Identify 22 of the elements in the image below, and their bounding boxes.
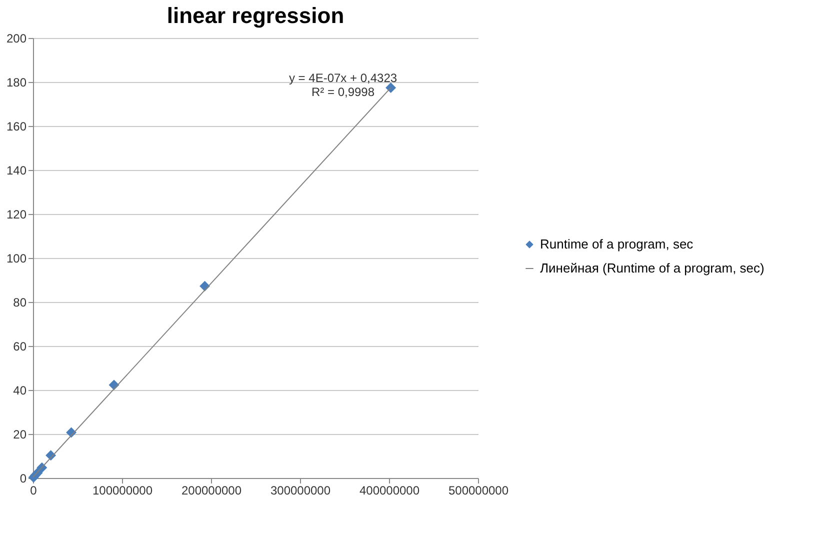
y-tick-label: 180 [6,76,27,90]
x-tick-label: 400000000 [359,484,420,498]
y-tick-label: 200 [6,32,27,46]
annotation: y = 4E-07x + 0,4323 [288,71,398,85]
y-tick-label: 140 [6,164,27,178]
legend-label: Runtime of a program, sec [540,236,694,252]
y-tick-label: 60 [13,340,27,354]
y-tick-label: 80 [13,296,27,310]
x-tick-label: 300000000 [270,484,331,498]
x-tick-label: 0 [30,484,38,498]
y-tick-label: 40 [13,384,27,398]
x-tick-label: 100000000 [92,484,153,498]
y-tick-label: 20 [13,428,27,442]
x-tick-label: 500000000 [448,484,509,498]
y-tick-label: 160 [6,120,27,134]
y-tick-label: 0 [20,472,27,486]
annotation: R² = 0,9998 [311,85,375,99]
chart-title: linear regression [166,3,344,28]
legend-label: Линейная (Runtime of a program, sec) [540,260,764,276]
x-tick-label: 200000000 [181,484,242,498]
y-tick-label: 120 [6,208,27,222]
y-tick-label: 100 [6,252,27,266]
